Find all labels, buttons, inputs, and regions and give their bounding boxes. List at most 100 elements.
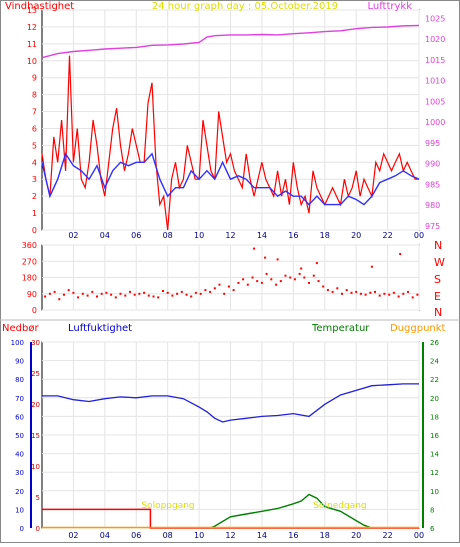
dewpoint-title: Duggpunkt bbox=[390, 323, 446, 334]
precipitation-y-tick-label: 30 bbox=[15, 469, 24, 477]
wind-y-tick-label: 1 bbox=[32, 209, 37, 218]
pressure-y-tick-label: 1005 bbox=[425, 97, 445, 106]
pressure-y-tick-label: 985 bbox=[425, 180, 440, 189]
graph-date-title: 24 hour graph day : 05.October.2019 bbox=[152, 1, 338, 12]
direction-point bbox=[162, 290, 164, 292]
humidity-x-tick-label: 16 bbox=[288, 531, 298, 540]
direction-point bbox=[58, 298, 61, 301]
sunset-label: Solnedgang bbox=[313, 501, 366, 511]
wind-y-tick-label: 2 bbox=[32, 192, 37, 201]
precipitation-y-tick-label: 50 bbox=[15, 432, 24, 440]
direction-point bbox=[242, 278, 245, 281]
wind-y-tick-label: 10 bbox=[27, 57, 37, 66]
direction-point bbox=[326, 289, 329, 292]
wind-speed-title: Vindhastighet bbox=[5, 1, 74, 12]
wind-direction-panel: 0 90 180 270 360 N W S E N bbox=[22, 239, 445, 319]
direction-point bbox=[359, 292, 362, 295]
direction-point bbox=[105, 291, 108, 294]
pressure-y-tick-label: 1000 bbox=[425, 118, 445, 127]
pressure-y-tick-label: 1015 bbox=[425, 56, 445, 65]
direction-point bbox=[260, 281, 263, 284]
direction-point bbox=[275, 283, 278, 286]
direction-point bbox=[190, 295, 193, 298]
humidity-x-tick-label: 04 bbox=[100, 531, 110, 540]
direction-point bbox=[345, 289, 348, 292]
direction-point bbox=[265, 272, 268, 275]
humidity-x-tick-label: 14 bbox=[257, 531, 267, 540]
precipitation-y-tick-label: 70 bbox=[15, 395, 24, 403]
humidity-temperature-panel: Nedbør Luftfuktighet Temperatur Duggpunk… bbox=[0, 319, 460, 540]
direction-point bbox=[397, 295, 400, 298]
precipitation-y-tick-label: 100 bbox=[11, 339, 24, 347]
direction-point bbox=[232, 289, 235, 292]
direction-point bbox=[72, 291, 75, 294]
humidity-x-tick-label: 18 bbox=[320, 531, 330, 540]
direction-point bbox=[317, 280, 320, 283]
direction-point bbox=[147, 294, 150, 297]
direction-label-w: W bbox=[434, 256, 445, 269]
precipitation-y-tick-label: 90 bbox=[15, 358, 24, 366]
direction-y-tick-label: 270 bbox=[22, 257, 37, 266]
direction-point bbox=[374, 290, 376, 293]
humidity-x-tick-label: 10 bbox=[194, 531, 204, 540]
direction-y-tick-label: 360 bbox=[22, 241, 37, 250]
wind-x-tick-label: 10 bbox=[194, 231, 204, 240]
direction-point bbox=[289, 276, 292, 279]
temperature-y-tick-label: 20 bbox=[430, 395, 439, 403]
wind-y-tick-label: 5 bbox=[32, 141, 37, 150]
direction-point bbox=[308, 281, 310, 284]
temperature-y-tick-label: 16 bbox=[430, 432, 439, 440]
direction-point bbox=[157, 296, 160, 299]
wind-y-tick-label: 6 bbox=[32, 124, 37, 133]
direction-label-e: E bbox=[434, 290, 441, 303]
precipitation-left-axis: 0 10 20 30 40 50 60 70 80 90 100 bbox=[11, 339, 24, 533]
pressure-line bbox=[41, 24, 420, 59]
direction-point bbox=[364, 293, 367, 296]
direction-point bbox=[270, 278, 273, 281]
precipitation-y-tick-label: 60 bbox=[15, 413, 24, 421]
temperature-y-tick-label: 6 bbox=[430, 525, 435, 533]
humidity-title: Luftfuktighet bbox=[68, 323, 132, 334]
wind-x-tick-label: 04 bbox=[100, 231, 110, 240]
direction-point bbox=[370, 265, 373, 268]
wind-y-tick-label: 4 bbox=[32, 158, 37, 167]
pressure-y-tick-label: 995 bbox=[425, 139, 440, 148]
direction-point bbox=[129, 290, 131, 293]
direction-point bbox=[256, 280, 259, 283]
wind-y-tick-label: 8 bbox=[32, 91, 37, 100]
temperature-y-tick-label: 10 bbox=[430, 488, 439, 496]
direction-point bbox=[166, 291, 169, 294]
humidity-x-axis: 02 04 06 08 10 12 14 16 18 20 22 00 bbox=[68, 531, 424, 540]
direction-point bbox=[411, 296, 414, 299]
direction-point bbox=[383, 292, 386, 295]
humidity-x-tick-label: 06 bbox=[131, 531, 141, 540]
precipitation-y-tick-label: 20 bbox=[15, 488, 24, 496]
precipitation-y-tick-label: 0 bbox=[20, 525, 24, 533]
direction-point bbox=[227, 285, 230, 288]
precipitation-y-tick-label: 40 bbox=[15, 451, 24, 459]
temperature-y-tick-label: 8 bbox=[430, 506, 434, 514]
direction-point bbox=[407, 290, 409, 293]
sunrise-label: Soloppgang bbox=[141, 501, 194, 511]
humidity-y-tick-label: 5 bbox=[36, 494, 40, 502]
direction-point bbox=[303, 276, 306, 279]
direction-point bbox=[298, 272, 301, 275]
precipitation-title: Nedbør bbox=[2, 323, 39, 334]
direction-grid bbox=[42, 244, 420, 311]
direction-label-n-bottom: N bbox=[434, 306, 442, 319]
humidity-x-tick-label: 12 bbox=[225, 531, 235, 540]
direction-point bbox=[96, 295, 98, 298]
direction-y-tick-label: 90 bbox=[27, 290, 37, 299]
temperature-right-axis: 6 8 10 12 14 16 18 20 22 24 26 bbox=[430, 339, 439, 533]
direction-point bbox=[392, 291, 395, 294]
humidity-x-tick-label: 02 bbox=[68, 531, 78, 540]
precipitation-y-tick-label: 80 bbox=[15, 376, 24, 384]
direction-point bbox=[315, 262, 318, 265]
direction-point bbox=[388, 293, 391, 296]
wind-y-tick-label: 7 bbox=[32, 108, 37, 117]
humidity-x-tick-label: 00 bbox=[414, 531, 424, 540]
humidity-y-tick-label: 30 bbox=[31, 339, 40, 347]
direction-point bbox=[276, 258, 279, 261]
pressure-y-tick-label: 1010 bbox=[425, 77, 445, 86]
direction-point bbox=[138, 292, 141, 295]
